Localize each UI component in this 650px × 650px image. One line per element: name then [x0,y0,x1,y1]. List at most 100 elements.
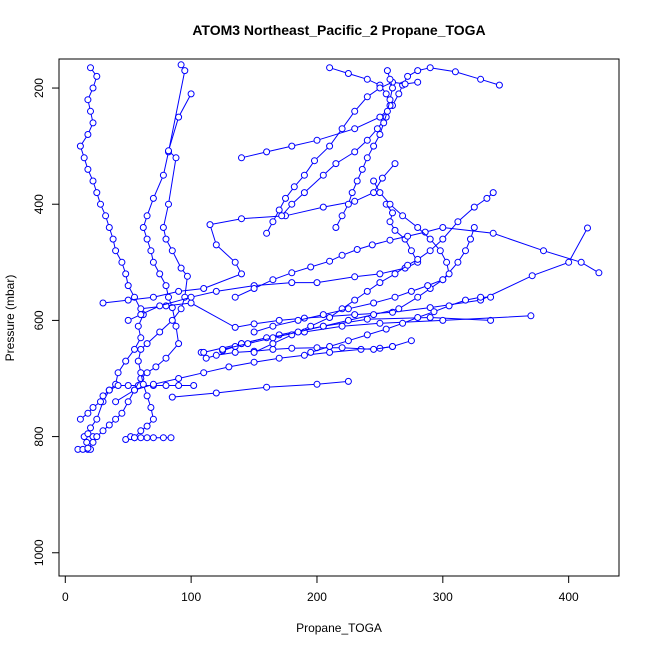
data-point [87,64,94,72]
data-point [391,160,399,168]
data-point [470,224,478,231]
data-point [124,316,132,324]
data-point [105,224,113,231]
data-point [357,345,365,353]
data-point [426,64,434,72]
data-point [376,319,384,327]
data-point [89,119,97,127]
data-point [407,287,415,295]
data-point [351,296,359,304]
plot-area [74,61,603,453]
data-point [269,340,277,348]
data-point [149,380,157,388]
data-point [97,398,104,406]
data-point [294,316,302,324]
data-point [134,322,142,330]
data-point [332,224,340,231]
x-tick-label: 400 [559,590,579,604]
data-point [353,177,361,185]
data-point [112,415,120,423]
data-point [288,142,296,150]
data-point [124,282,132,290]
data-point [363,136,371,144]
data-point [99,392,107,400]
data-point [430,308,438,316]
data-point [87,424,94,432]
data-point [389,209,396,217]
profile-21 [332,67,396,231]
data-point [212,241,220,249]
data-point [143,340,151,348]
data-point [278,212,286,220]
data-point [338,322,346,330]
data-point [152,363,160,371]
data-point [238,270,245,278]
data-point [353,246,361,253]
data-point [445,302,453,310]
data-point [370,299,378,307]
data-point [404,261,412,269]
data-point [137,345,145,353]
data-point [149,415,157,423]
data-point [383,67,391,75]
data-point [231,293,239,301]
data-point [404,232,412,240]
data-point [183,272,191,280]
data-point [399,212,407,220]
data-point [426,247,434,255]
x-tick-label: 200 [307,590,327,604]
data-point [87,107,94,115]
data-point [338,251,346,259]
data-point [137,427,145,435]
data-point [351,148,359,156]
data-point [105,421,113,429]
data-point [489,189,497,197]
data-point [89,438,97,446]
profile-5 [131,90,195,442]
data-point [376,84,384,92]
data-point [99,299,107,307]
data-point [439,316,447,324]
data-point [565,258,573,266]
data-point [487,293,495,301]
data-point [386,96,394,104]
data-point [363,75,371,83]
data-point [187,293,195,301]
data-point [426,314,434,321]
data-point [351,107,359,115]
data-point [389,84,396,92]
data-point [363,154,371,162]
data-point [414,224,422,231]
data-point [244,340,252,348]
data-point [399,319,407,327]
data-point [313,279,321,287]
data-point [373,125,381,133]
data-point [344,316,352,324]
data-point [137,311,145,319]
data-point [351,273,359,281]
data-point [462,247,469,255]
data-point [344,70,352,77]
data-point [89,404,97,411]
data-point [263,383,271,391]
data-point [159,171,167,179]
profile-6 [168,377,352,401]
data-point [275,316,283,324]
data-point [326,142,334,150]
data-point [231,348,239,356]
data-point [404,72,412,80]
data-point [250,348,258,356]
y-axis-label: Pressure (mbar) [3,275,17,362]
data-point [445,270,453,278]
data-point [76,142,84,150]
data-point [269,276,277,284]
data-point [370,189,378,197]
data-point [332,160,340,168]
data-point [162,354,170,362]
data-point [175,382,183,389]
data-point [288,344,296,352]
data-point [177,264,185,272]
data-point [147,247,155,255]
data-point [238,154,245,162]
data-point [269,345,277,353]
